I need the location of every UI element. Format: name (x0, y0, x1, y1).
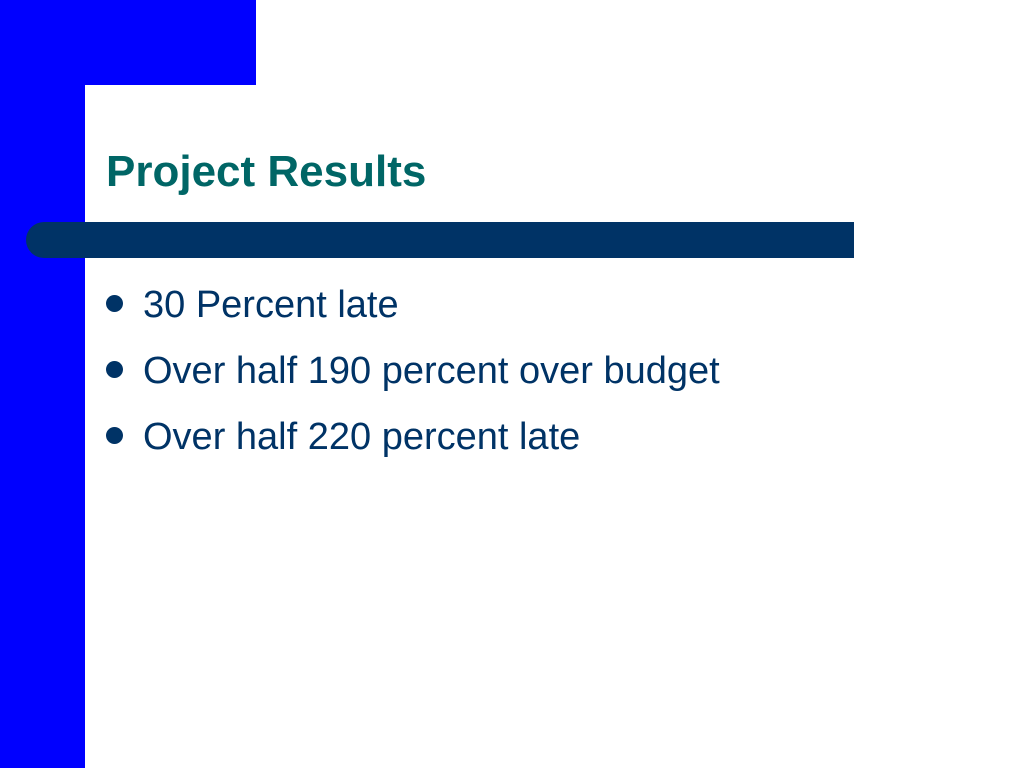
bullet-item: Over half 190 percent over budget (106, 338, 720, 404)
bullet-text: Over half 190 percent over budget (143, 350, 720, 392)
title-underline-bar (26, 222, 854, 258)
bullet-item: Over half 220 percent late (106, 404, 720, 470)
bullet-text: Over half 220 percent late (143, 416, 581, 458)
bullet-list: 30 Percent late Over half 190 percent ov… (106, 272, 720, 470)
bullet-dot (106, 361, 123, 379)
slide-title: Project Results (106, 147, 427, 196)
decor-sidebar (0, 85, 85, 768)
decor-block (0, 0, 256, 85)
bullet-dot (106, 427, 123, 445)
bullet-item: 30 Percent late (106, 272, 720, 338)
bullet-text: 30 Percent late (143, 284, 399, 326)
bullet-dot (106, 295, 123, 313)
